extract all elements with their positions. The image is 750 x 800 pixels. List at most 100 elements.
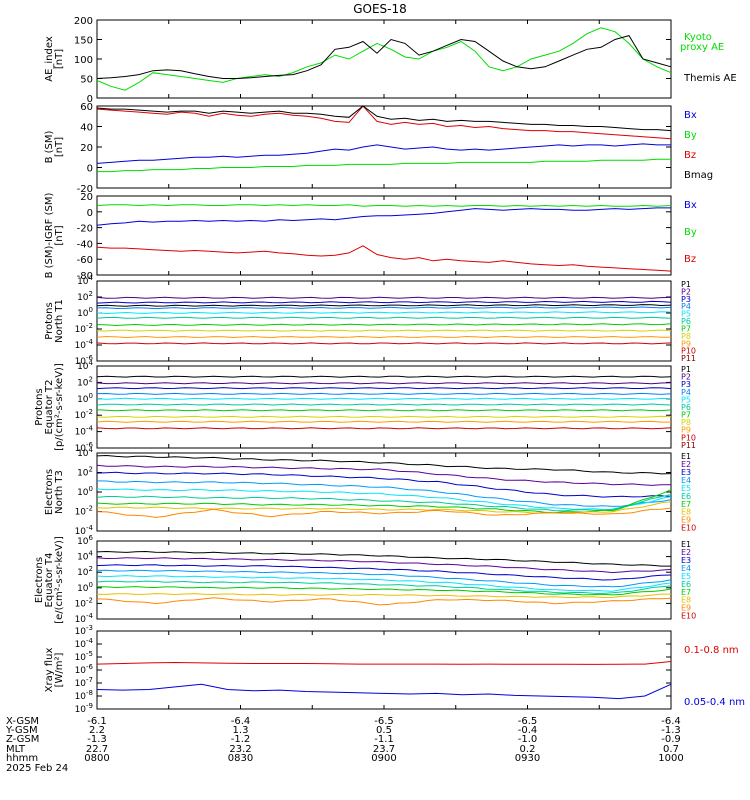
legend-label: E6 bbox=[681, 492, 691, 501]
y-tick-label: 102 bbox=[77, 466, 93, 479]
y-axis-label: [e/(cm²-s-sr-keV)] bbox=[54, 536, 65, 624]
legend-label: Bx bbox=[684, 110, 697, 121]
y-tick-label: 102 bbox=[77, 565, 93, 578]
y-axis-label: AE_index bbox=[44, 36, 55, 82]
panel-2 bbox=[96, 105, 672, 189]
legend-label: E10 bbox=[681, 524, 696, 533]
series-line-e4 bbox=[96, 480, 672, 507]
y-axis-label: [nT] bbox=[54, 225, 65, 245]
panel-frame bbox=[96, 365, 672, 449]
y-tick-label: 0 bbox=[87, 208, 93, 219]
series-line-p2 bbox=[96, 296, 672, 299]
footer-value: 2.2 bbox=[89, 725, 105, 736]
legend-label: P7 bbox=[681, 411, 691, 420]
y-tick-label: 40 bbox=[80, 123, 93, 134]
y-axis-label: [nT] bbox=[54, 137, 65, 157]
legend-label: E6 bbox=[681, 580, 691, 589]
y-tick-exponent: -7 bbox=[86, 676, 93, 684]
y-tick-exponent: -8 bbox=[86, 689, 93, 697]
y-tick-label: -80 bbox=[77, 271, 93, 282]
panel-3 bbox=[96, 195, 672, 276]
series-line-e6 bbox=[96, 494, 672, 512]
y-tick-exponent: 2 bbox=[89, 375, 93, 383]
legend-label: P3 bbox=[681, 380, 691, 389]
legend-label: Bz bbox=[684, 254, 696, 265]
footer-value: 22.7 bbox=[86, 744, 108, 755]
legend-label: P10 bbox=[681, 347, 696, 356]
y-tick-label: -40 bbox=[77, 239, 93, 250]
legend-label: E8 bbox=[681, 508, 691, 517]
y-tick-label: 100 bbox=[77, 581, 93, 594]
series-line-p10 bbox=[96, 342, 672, 345]
footer-row-label: MLT bbox=[6, 744, 26, 755]
series-line-e1 bbox=[96, 454, 672, 475]
y-tick-label: 10-9 bbox=[75, 702, 93, 715]
y-tick-label: 100 bbox=[74, 55, 93, 66]
legend-label: E2 bbox=[681, 548, 691, 557]
y-tick-label: 100 bbox=[77, 392, 93, 405]
series-line-p9 bbox=[96, 335, 671, 339]
y-tick-exponent: -4 bbox=[86, 612, 94, 620]
y-axis-label: Protons bbox=[44, 302, 55, 339]
footer-row-label: X-GSM bbox=[6, 716, 39, 727]
series-line-p7 bbox=[96, 409, 672, 412]
legend-label: P9 bbox=[681, 426, 691, 435]
series-line-bmag bbox=[96, 105, 672, 132]
legend-label: E7 bbox=[681, 500, 691, 509]
y-axis-label: North T1 bbox=[54, 299, 65, 343]
y-tick-exponent: 4 bbox=[89, 550, 94, 558]
y-tick-exponent: 0 bbox=[89, 485, 93, 493]
y-tick-exponent: -4 bbox=[86, 425, 94, 433]
footer-value: 0830 bbox=[228, 753, 253, 764]
y-tick-label: 10-4 bbox=[75, 425, 94, 438]
series-line-e5 bbox=[96, 488, 672, 511]
footer-row-label: Z-GSM bbox=[6, 734, 39, 745]
panel-frame bbox=[96, 19, 672, 99]
footer-value: -1.0 bbox=[518, 734, 538, 745]
footer-value: 0.2 bbox=[520, 744, 536, 755]
legend-label: E9 bbox=[681, 516, 691, 525]
footer-row-label: hhmm bbox=[6, 753, 38, 764]
y-tick-label: 10-6 bbox=[75, 663, 94, 676]
footer-value: -6.5 bbox=[374, 716, 394, 727]
footer-value: 0.7 bbox=[663, 744, 679, 755]
y-tick-label: 10-8 bbox=[75, 689, 93, 702]
series-line-p9 bbox=[96, 420, 671, 423]
y-axis-label: B (SM) bbox=[44, 130, 55, 163]
series-line-e1 bbox=[96, 550, 671, 567]
legend-label: E7 bbox=[681, 588, 691, 597]
y-tick-label: -20 bbox=[77, 184, 93, 195]
series-line-by bbox=[96, 204, 672, 207]
footer-value: -1.1 bbox=[374, 734, 394, 745]
panel-frame bbox=[96, 195, 672, 276]
y-axis-label: [W/m²] bbox=[54, 652, 65, 687]
series-line-0-1-0-8-nm bbox=[96, 661, 672, 665]
footer-value: 23.7 bbox=[373, 744, 395, 755]
y-axis-label: Protons bbox=[34, 388, 45, 425]
y-tick-exponent: -2 bbox=[86, 596, 93, 604]
series-line-p4 bbox=[96, 392, 672, 395]
series-line-p1 bbox=[96, 375, 672, 378]
y-tick-label: 200 bbox=[74, 16, 93, 27]
y-tick-label: 100 bbox=[77, 485, 93, 498]
y-tick-label: 10-5 bbox=[75, 650, 93, 663]
legend-label: P5 bbox=[681, 395, 691, 404]
series-line-p6 bbox=[96, 403, 672, 406]
y-tick-label: 10-2 bbox=[75, 596, 93, 609]
y-tick-exponent: 4 bbox=[89, 446, 94, 454]
series-line-e5 bbox=[96, 575, 672, 592]
panel-frame bbox=[96, 280, 672, 362]
series-line-p8 bbox=[96, 329, 672, 332]
legend-label: E5 bbox=[681, 484, 691, 493]
footer-value: 23.2 bbox=[229, 744, 251, 755]
series-line-e6 bbox=[96, 580, 672, 594]
y-tick-label: 10-2 bbox=[75, 408, 93, 421]
series-line-bz bbox=[96, 245, 672, 272]
panel-5 bbox=[96, 365, 672, 449]
legend-label: proxy AE bbox=[680, 42, 724, 53]
series-line-p2 bbox=[96, 382, 672, 385]
series-line-p3 bbox=[96, 387, 672, 390]
y-tick-exponent: 6 bbox=[89, 534, 94, 542]
footer-value: -0.4 bbox=[518, 725, 538, 736]
